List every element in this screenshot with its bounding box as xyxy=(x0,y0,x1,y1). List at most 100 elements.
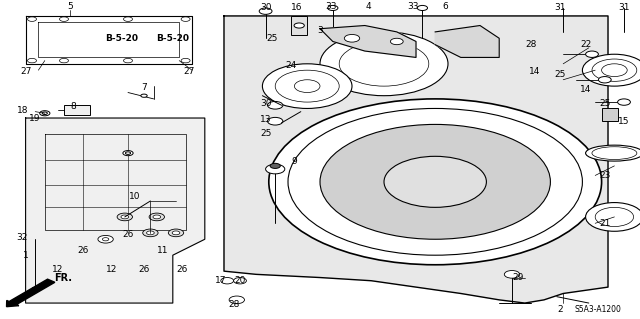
Text: 28: 28 xyxy=(228,300,239,309)
Circle shape xyxy=(266,164,285,174)
Circle shape xyxy=(618,99,630,105)
Bar xyxy=(602,108,618,121)
Text: 33: 33 xyxy=(325,2,337,11)
Circle shape xyxy=(181,58,190,63)
Text: 1: 1 xyxy=(23,251,28,260)
Text: 21: 21 xyxy=(599,219,611,228)
Ellipse shape xyxy=(592,147,637,160)
Text: 14: 14 xyxy=(529,67,540,76)
Circle shape xyxy=(125,152,131,154)
Text: 20: 20 xyxy=(234,276,246,285)
Text: 7: 7 xyxy=(141,83,147,92)
Circle shape xyxy=(234,278,246,284)
Circle shape xyxy=(390,38,403,45)
Circle shape xyxy=(121,215,129,219)
Text: 24: 24 xyxy=(285,61,297,70)
Circle shape xyxy=(384,156,486,207)
Text: 13: 13 xyxy=(260,115,271,124)
Bar xyxy=(291,16,307,35)
Text: 3: 3 xyxy=(317,26,323,35)
Text: 30: 30 xyxy=(260,99,271,108)
Text: 12: 12 xyxy=(106,265,118,274)
Text: 2: 2 xyxy=(557,305,563,314)
Circle shape xyxy=(60,17,68,21)
Circle shape xyxy=(141,94,147,97)
Text: 16: 16 xyxy=(291,4,302,12)
Text: 11: 11 xyxy=(157,246,169,255)
Circle shape xyxy=(586,203,640,231)
Text: 14: 14 xyxy=(580,85,591,94)
Text: 26: 26 xyxy=(177,265,188,274)
Text: 31: 31 xyxy=(618,4,630,12)
Text: 17: 17 xyxy=(215,276,227,285)
Text: 18: 18 xyxy=(17,106,28,115)
Circle shape xyxy=(320,32,448,96)
Polygon shape xyxy=(435,26,499,57)
Text: 9: 9 xyxy=(292,157,297,166)
Circle shape xyxy=(28,17,36,21)
Circle shape xyxy=(586,51,598,57)
Circle shape xyxy=(328,5,338,11)
Circle shape xyxy=(149,213,164,221)
Circle shape xyxy=(229,296,244,304)
Text: 10: 10 xyxy=(129,192,140,201)
Ellipse shape xyxy=(586,145,640,161)
Text: B-5-20: B-5-20 xyxy=(156,34,189,43)
Circle shape xyxy=(595,207,634,226)
Circle shape xyxy=(288,108,582,255)
Text: 22: 22 xyxy=(580,40,591,49)
Text: 33: 33 xyxy=(407,2,419,11)
Circle shape xyxy=(320,124,550,239)
Circle shape xyxy=(417,5,428,11)
Circle shape xyxy=(344,34,360,42)
Text: 29: 29 xyxy=(513,273,524,282)
Text: B-5-20: B-5-20 xyxy=(105,34,138,43)
Circle shape xyxy=(339,41,429,86)
Circle shape xyxy=(262,64,352,108)
Bar xyxy=(64,105,90,115)
Text: 4: 4 xyxy=(365,2,371,11)
Circle shape xyxy=(168,229,184,237)
Circle shape xyxy=(598,77,611,83)
Circle shape xyxy=(294,80,320,93)
Text: 28: 28 xyxy=(525,40,537,49)
Circle shape xyxy=(40,111,50,116)
Text: 25: 25 xyxy=(260,130,271,138)
Circle shape xyxy=(124,58,132,63)
Circle shape xyxy=(153,215,161,219)
Circle shape xyxy=(143,229,158,237)
Circle shape xyxy=(269,99,602,265)
Text: 23: 23 xyxy=(599,171,611,180)
Circle shape xyxy=(259,8,272,14)
Text: 30: 30 xyxy=(260,4,271,12)
Circle shape xyxy=(28,58,36,63)
Text: 25: 25 xyxy=(554,70,566,79)
Circle shape xyxy=(98,235,113,243)
Circle shape xyxy=(172,231,180,235)
Text: 27: 27 xyxy=(183,67,195,76)
Text: 8: 8 xyxy=(71,102,76,111)
Circle shape xyxy=(275,70,339,102)
Text: 19: 19 xyxy=(29,114,41,122)
Circle shape xyxy=(602,64,627,77)
Polygon shape xyxy=(224,16,608,303)
Text: 5: 5 xyxy=(68,2,73,11)
Circle shape xyxy=(181,17,190,21)
Circle shape xyxy=(268,101,283,109)
Text: 12: 12 xyxy=(52,265,63,274)
Circle shape xyxy=(504,271,520,278)
Polygon shape xyxy=(26,118,205,303)
FancyArrow shape xyxy=(6,279,55,307)
Text: 32: 32 xyxy=(17,233,28,242)
Polygon shape xyxy=(320,26,416,57)
Text: 25: 25 xyxy=(599,99,611,108)
Text: 26: 26 xyxy=(122,230,134,239)
Circle shape xyxy=(268,117,283,125)
Circle shape xyxy=(582,54,640,86)
Text: 25: 25 xyxy=(266,34,278,43)
Text: FR.: FR. xyxy=(54,272,72,283)
Circle shape xyxy=(123,151,133,156)
Circle shape xyxy=(270,163,280,168)
Text: 26: 26 xyxy=(77,246,89,255)
Circle shape xyxy=(42,112,47,115)
